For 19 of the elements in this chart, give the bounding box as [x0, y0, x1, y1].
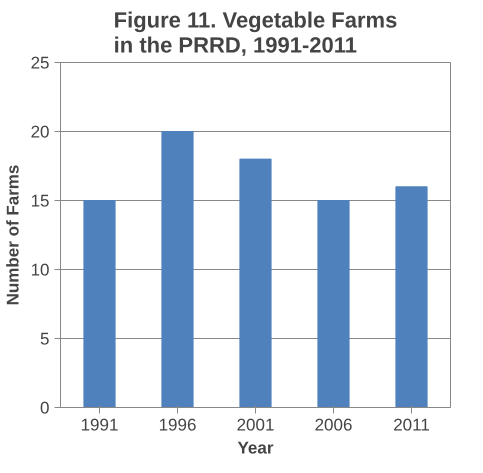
bar — [317, 200, 350, 408]
bar — [395, 186, 428, 408]
x-tick-label: 2006 — [314, 416, 352, 434]
x-axis-title: Year — [238, 438, 274, 458]
y-tick-label: 10 — [30, 260, 50, 280]
x-tick-label: 1991 — [80, 416, 118, 434]
bar — [239, 158, 272, 408]
bar — [161, 131, 194, 408]
x-tick-label: 1996 — [158, 416, 196, 434]
y-tick-label: 15 — [30, 192, 50, 210]
y-tick-label: 25 — [30, 54, 50, 72]
x-tick-label: 2011 — [393, 416, 430, 434]
y-tick-label: 0 — [40, 398, 50, 418]
x-tick-label: 2001 — [236, 416, 274, 434]
y-tick-label: 20 — [30, 122, 50, 142]
bar — [83, 200, 116, 408]
y-tick-label: 5 — [40, 330, 50, 348]
chart-title: Figure 11. Vegetable Farms in the PRRD, 1991-2011 — [114, 8, 398, 58]
y-axis-title: Number of Farms — [4, 164, 23, 306]
